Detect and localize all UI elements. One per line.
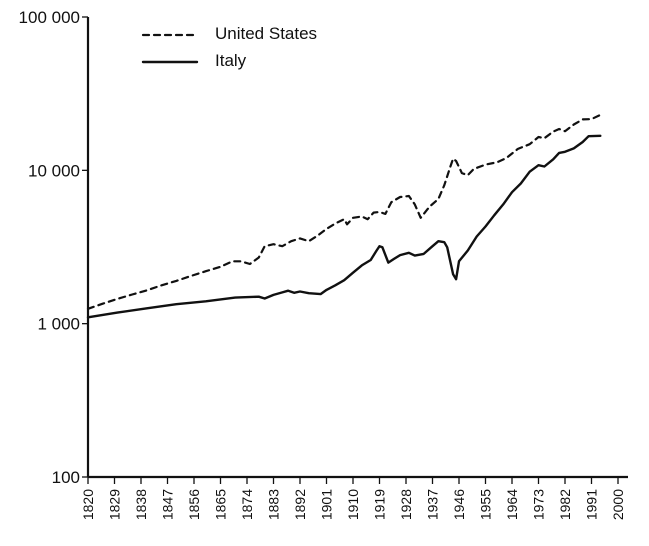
y-tick-label: 10 000	[28, 161, 80, 180]
x-tick-label: 1991	[584, 489, 600, 520]
x-tick-label: 1874	[239, 489, 255, 520]
legend-label-united-states: United States	[215, 24, 317, 43]
y-tick-label: 100	[52, 468, 80, 487]
x-tick-label: 1865	[213, 489, 229, 520]
x-ticks: 1820 1829 1838 1847 1856 1865 1874 1883 1892 1901…	[80, 477, 626, 520]
x-tick-label: 1955	[478, 489, 494, 520]
x-tick-label: 1982	[557, 489, 573, 520]
x-tick-label: 1946	[451, 489, 467, 520]
x-tick-label: 1928	[398, 489, 414, 520]
x-tick-label: 1856	[186, 489, 202, 520]
plot-area	[86, 113, 602, 319]
x-tick-label: 1964	[504, 489, 520, 520]
x-tick-label: 1820	[80, 489, 96, 520]
y-ticks: 100 1 000 10 000 100 000	[19, 8, 88, 487]
y-tick-label: 100 000	[19, 8, 80, 27]
x-tick-label: 1883	[266, 489, 282, 520]
x-tick-label: 1919	[372, 489, 388, 520]
x-tick-label: 1829	[107, 489, 123, 520]
x-tick-label: 1847	[160, 489, 176, 520]
x-tick-label: 1910	[345, 489, 361, 520]
x-tick-label: 1973	[531, 489, 547, 520]
x-tick-label: 1937	[425, 489, 441, 520]
axes	[86, 17, 628, 479]
x-tick-label: 1892	[292, 489, 308, 520]
x-tick-label: 1901	[319, 489, 335, 520]
legend-label-italy: Italy	[215, 51, 247, 70]
x-tick-label: 1838	[133, 489, 149, 520]
series-line-united-states	[86, 113, 602, 310]
y-tick-label: 1 000	[37, 315, 80, 334]
legend: United States Italy	[141, 24, 317, 70]
x-tick-label: 2000	[610, 489, 626, 520]
series-line-italy	[86, 134, 602, 319]
